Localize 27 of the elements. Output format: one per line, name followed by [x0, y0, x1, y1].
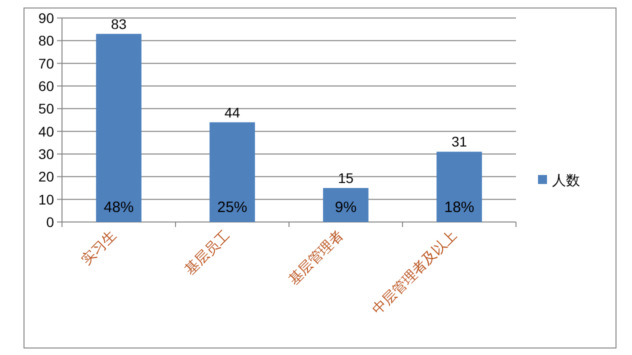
bar	[96, 34, 142, 222]
y-tick-label: 10	[38, 191, 54, 208]
y-tick-label: 30	[38, 146, 54, 162]
data-label: 44	[224, 104, 240, 120]
x-tick-label: 基层管理者	[285, 226, 346, 288]
annotation: 18%	[444, 199, 474, 216]
data-label: 83	[110, 16, 127, 32]
bar	[323, 188, 368, 222]
data-label: 31	[451, 134, 468, 150]
annotation: 25%	[217, 199, 248, 216]
y-tick-label: 50	[38, 100, 54, 117]
bar	[436, 152, 482, 222]
data-label: 15	[338, 170, 354, 186]
y-tick-label: 20	[38, 168, 54, 185]
annotation: 9%	[334, 199, 357, 216]
y-tick-label: 40	[38, 123, 54, 140]
y-tick-label: 60	[38, 78, 54, 94]
x-tick-label: 实习生	[78, 226, 119, 268]
y-tick-label: 90	[38, 10, 54, 26]
bar	[210, 122, 255, 222]
y-tick-label: 80	[38, 32, 54, 49]
annotation: 48%	[104, 199, 134, 216]
y-tick-label: 70	[38, 55, 54, 72]
x-tick-label: 中层管理者及以上	[368, 226, 460, 318]
x-tick-label: 基层员工	[181, 226, 232, 278]
legend-label: 人数	[552, 172, 580, 188]
y-tick-label: 0	[46, 214, 54, 230]
